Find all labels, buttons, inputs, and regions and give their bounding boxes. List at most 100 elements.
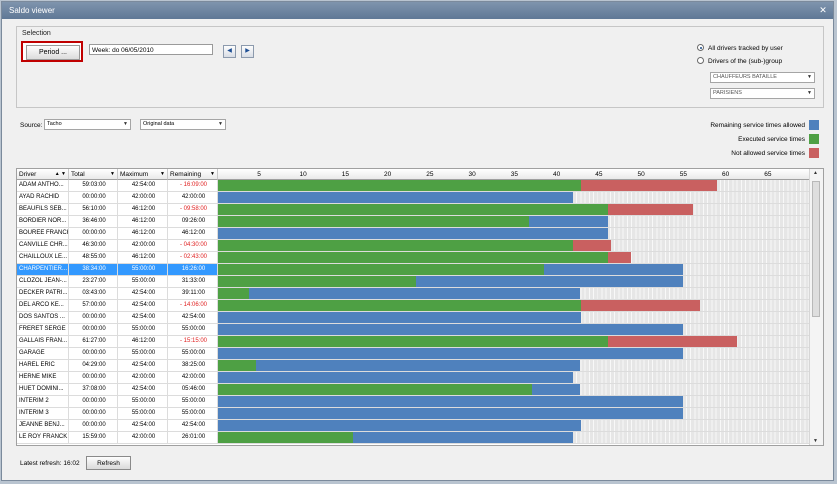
bar-executed	[218, 336, 609, 347]
bar-remaining	[249, 288, 581, 299]
refresh-button[interactable]: Refresh	[86, 456, 131, 470]
table-row[interactable]: HERNE MIKE 00:00:00 42:00:00 42:00:00	[17, 372, 810, 384]
bar-area	[218, 372, 810, 383]
bar-area	[218, 420, 810, 431]
column-header-driver[interactable]: Driver ▲ ▼	[17, 169, 69, 180]
bar-not-allowed	[580, 300, 700, 311]
axis-tick-label: 25	[426, 171, 434, 178]
cell-total: 00:00:00	[69, 312, 118, 323]
cell-maximum: 42:54:00	[118, 360, 168, 371]
scroll-up-icon[interactable]: ▲	[813, 170, 818, 176]
cell-driver: HAREL ERIC	[17, 360, 69, 371]
legend-not-allowed-swatch	[809, 148, 819, 159]
period-button[interactable]: Period ...	[26, 45, 80, 60]
source-label: Source:	[20, 122, 43, 129]
table-row[interactable]: GARAGE 00:00:00 55:00:00 55:00:00	[17, 348, 810, 360]
bar-remaining	[353, 432, 573, 443]
bar-executed	[218, 432, 354, 443]
chevron-down-icon: ▼	[110, 171, 115, 177]
source-dropdown[interactable]: Tacho ▼	[44, 119, 131, 130]
cell-maximum: 42:00:00	[118, 372, 168, 383]
vertical-scrollbar[interactable]: ▲ ▼	[809, 169, 823, 445]
legend-executed-label: Executed service times	[738, 136, 805, 143]
chevron-down-icon: ▼	[210, 171, 215, 177]
cell-driver: DEL ARCO KE...	[17, 300, 69, 311]
cell-remaining: - 02:43:00	[168, 252, 218, 263]
cell-driver: BEAUFILS SEB...	[17, 204, 69, 215]
chevron-down-icon: ▼	[218, 121, 223, 127]
radio-all-drivers[interactable]: All drivers tracked by user	[697, 44, 783, 54]
axis-tick-label: 20	[384, 171, 392, 178]
cell-total: 36:46:00	[69, 216, 118, 227]
table-row[interactable]: GALLAIS FRAN... 61:27:00 46:12:00- 15:15:0…	[17, 336, 810, 348]
cell-maximum: 42:54:00	[118, 384, 168, 395]
cell-remaining: 55:00:00	[168, 396, 218, 407]
bar-executed	[218, 240, 573, 251]
bar-remaining	[218, 324, 683, 335]
week-field[interactable]: Week: do 06/05/2010	[89, 44, 213, 55]
cell-total: 04:29:00	[69, 360, 118, 371]
table-row[interactable]: BOUREE FRANCK 00:00:00 46:12:00 46:12:00	[17, 228, 810, 240]
column-header-maximum[interactable]: Maximum ▼	[118, 169, 168, 180]
cell-remaining: 42:00:00	[168, 372, 218, 383]
bar-remaining	[218, 192, 573, 203]
scroll-down-icon[interactable]: ▼	[813, 438, 818, 444]
cell-maximum: 46:12:00	[118, 204, 168, 215]
close-icon[interactable]: ✕	[819, 5, 827, 15]
table-row[interactable]: JEANNE BENJ... 00:00:00 42:54:00 42:54:00	[17, 420, 810, 432]
cell-driver: DECKER PATRI...	[17, 288, 69, 299]
table-row[interactable]: HAREL ERIC 04:29:00 42:54:00 38:25:00	[17, 360, 810, 372]
bar-remaining	[218, 420, 581, 431]
table-row[interactable]: BEAUFILS SEB... 56:10:00 46:12:00- 09:58:0…	[17, 204, 810, 216]
cell-remaining: 05:46:00	[168, 384, 218, 395]
cell-driver: HERNE MIKE	[17, 372, 69, 383]
table-row[interactable]: CLOZOL JEAN-... 23:27:00 55:00:00 31:33:00	[17, 276, 810, 288]
table-row[interactable]: INTERIM 2 00:00:00 55:00:00 55:00:00	[17, 396, 810, 408]
cell-total: 48:55:00	[69, 252, 118, 263]
bar-area	[218, 204, 810, 215]
column-header-total[interactable]: Total ▼	[69, 169, 118, 180]
table-row[interactable]: HUET DOMINI... 37:08:00 42:54:00 05:46:00	[17, 384, 810, 396]
table-row[interactable]: DECKER PATRI... 03:43:00 42:54:00 39:11:00	[17, 288, 810, 300]
cell-maximum: 55:00:00	[118, 324, 168, 335]
bar-remaining	[528, 216, 609, 227]
view-dropdown[interactable]: Original data ▼	[140, 119, 226, 130]
table-row[interactable]: DEL ARCO KE... 57:00:00 42:54:00- 14:06:00	[17, 300, 810, 312]
table-row[interactable]: CHARPENTIER... 38:34:00 55:00:00 16:26:00	[17, 264, 810, 276]
cell-maximum: 42:54:00	[118, 420, 168, 431]
cell-driver: HUET DOMINI...	[17, 384, 69, 395]
group-dropdown-1-value: CHAUFFEURS BATAILLE	[713, 74, 777, 80]
axis-tick-label: 55	[679, 171, 687, 178]
table-row[interactable]: FRERET SERGE 00:00:00 55:00:00 55:00:00	[17, 324, 810, 336]
cell-total: 00:00:00	[69, 228, 118, 239]
bar-area	[218, 192, 810, 203]
radio-subgroup-drivers[interactable]: Drivers of the (sub-)group	[697, 57, 782, 67]
table-row[interactable]: CANVILLE CHR... 46:30:00 42:00:00- 04:30:0…	[17, 240, 810, 252]
cell-total: 61:27:00	[69, 336, 118, 347]
table-row[interactable]: BORDIER NOR... 36:46:00 46:12:00 09:26:00	[17, 216, 810, 228]
cell-remaining: 42:54:00	[168, 420, 218, 431]
previous-week-button[interactable]: ◀	[223, 45, 236, 58]
table-row[interactable]: CHAILLOUX LE... 48:55:00 46:12:00- 02:43:0…	[17, 252, 810, 264]
radio-unselected-icon	[697, 57, 704, 64]
table-row[interactable]: LE ROY FRANCK 15:59:00 42:00:00 26:01:00	[17, 432, 810, 444]
scrollbar-thumb[interactable]	[812, 181, 820, 317]
group-dropdown-1[interactable]: CHAUFFEURS BATAILLE ▼	[710, 72, 815, 83]
table-row[interactable]: DOS SANTOS ... 00:00:00 42:54:00 42:54:00	[17, 312, 810, 324]
selection-group: Selection Period ... Week: do 06/05/2010…	[16, 26, 824, 108]
column-header-remaining[interactable]: Remaining ▼	[168, 169, 218, 180]
cell-maximum: 55:00:00	[118, 264, 168, 275]
cell-driver: GARAGE	[17, 348, 69, 359]
group-dropdown-2[interactable]: PARISIENS ▼	[710, 88, 815, 99]
cell-total: 59:03:00	[69, 180, 118, 191]
cell-driver: BOUREE FRANCK	[17, 228, 69, 239]
cell-remaining: 55:00:00	[168, 408, 218, 419]
table-row[interactable]: ADAM ANTHO... 59:03:00 42:54:00- 16:09:00	[17, 180, 810, 192]
cell-total: 00:00:00	[69, 348, 118, 359]
table-row[interactable]: INTERIM 3 00:00:00 55:00:00 55:00:00	[17, 408, 810, 420]
next-week-button[interactable]: ▶	[241, 45, 254, 58]
table-row[interactable]: AYAD RACHID 00:00:00 42:00:00 42:00:00	[17, 192, 810, 204]
cell-driver: DOS SANTOS ...	[17, 312, 69, 323]
bar-area	[218, 276, 810, 287]
cell-total: 46:30:00	[69, 240, 118, 251]
